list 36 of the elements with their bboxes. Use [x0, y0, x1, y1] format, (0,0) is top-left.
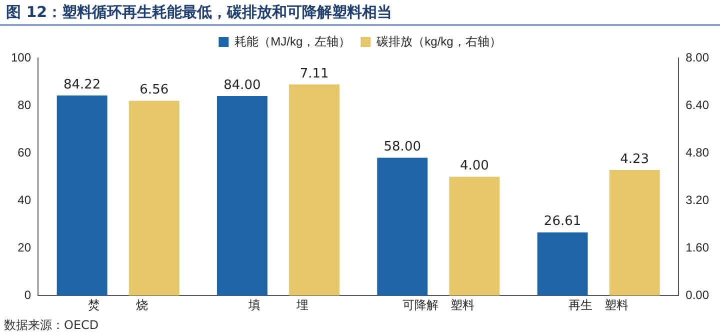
data-label: 26.61	[544, 214, 582, 230]
y2-tick-label: 1.60	[686, 240, 710, 254]
bar	[377, 158, 428, 296]
data-label: 7.11	[300, 66, 329, 82]
x-tick-label: 再生 塑料	[568, 298, 629, 312]
y-tick-label: 0	[24, 288, 32, 302]
chart-title: 图 12：塑料循环再生耗能最低，碳排放和可降解塑料相当	[0, 0, 720, 26]
bar	[609, 170, 660, 296]
y-tick-label: 60	[18, 145, 32, 160]
legend-label: 耗能（MJ/kg，左轴）	[234, 34, 351, 48]
x-tick-label: 填 埋	[247, 298, 308, 312]
data-label: 6.56	[140, 82, 169, 98]
legend-label: 碳排放（kg/kg，右轴）	[376, 34, 502, 48]
y-tick-label: 80	[18, 98, 32, 112]
bar	[449, 176, 500, 296]
data-label: 84.22	[63, 77, 101, 92]
bar	[537, 232, 588, 296]
y2-tick-label: 6.40	[686, 98, 710, 112]
y2-tick-label: 4.80	[686, 145, 710, 160]
bar	[289, 84, 340, 296]
data-label: 4.00	[460, 158, 489, 174]
y2-tick-label: 0.00	[686, 288, 710, 302]
source-note: 数据来源：OECD	[3, 317, 100, 334]
bar	[128, 100, 180, 296]
bar	[216, 96, 268, 296]
y-tick-label: 40	[18, 192, 32, 207]
data-label: 58.00	[384, 140, 421, 155]
y2-tick-label: 3.20	[686, 192, 710, 207]
y2-tick-label: 8.00	[686, 50, 710, 64]
x-tick-label: 可降解 塑料	[402, 298, 474, 312]
x-tick-label: 焚 烧	[88, 298, 148, 312]
bar	[56, 95, 108, 296]
data-label: 84.00	[224, 78, 261, 93]
y-tick-label: 20	[18, 240, 32, 254]
data-label: 4.23	[620, 152, 650, 167]
y-tick-label: 100	[10, 50, 32, 64]
